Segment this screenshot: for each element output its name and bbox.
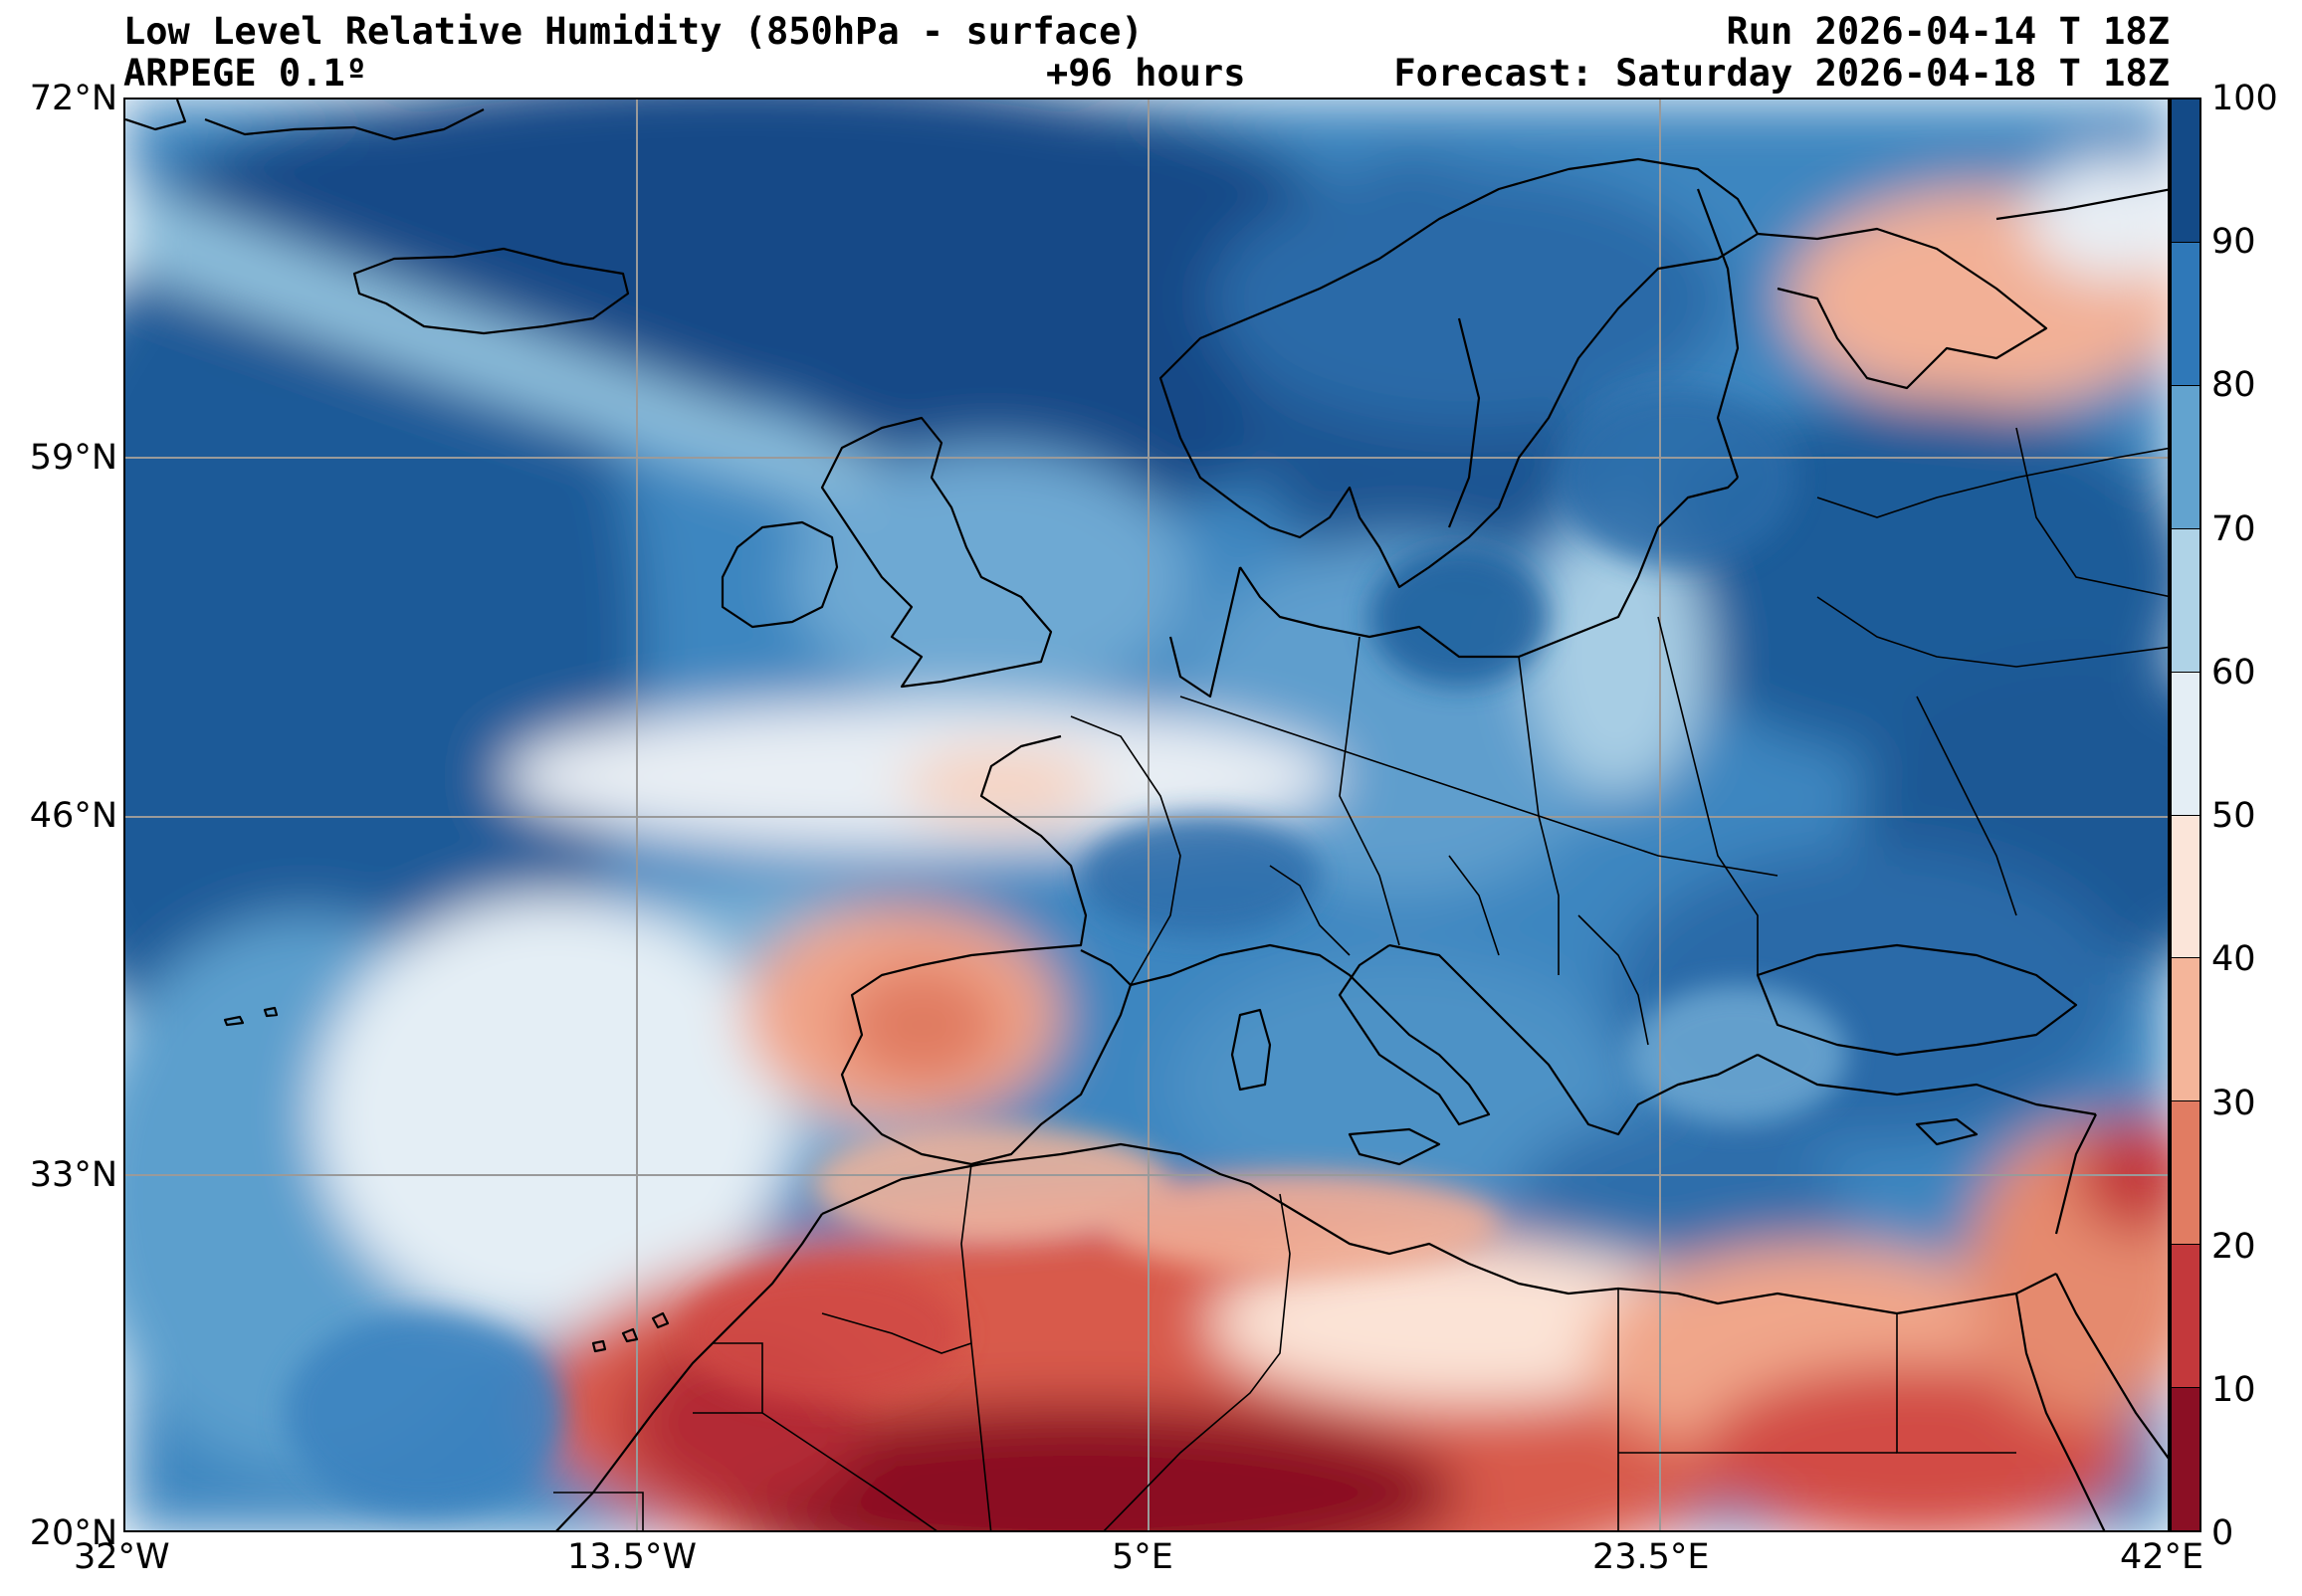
kola-coast [1757, 227, 2048, 390]
graticule [125, 100, 2168, 1530]
chart-title: Low Level Relative Humidity (850hPa - su… [123, 10, 1144, 53]
balkans-coast [1388, 943, 1759, 1136]
colorbar-segment [2172, 814, 2199, 958]
colorbar-segment [2172, 671, 2199, 815]
colorbar-segment [2172, 1244, 2199, 1388]
cyprus-outline [1915, 1117, 1979, 1146]
sicily-outline [1348, 1127, 1441, 1166]
colorbar-tick-label: 40 [2211, 939, 2256, 979]
italy-outline [1130, 943, 1491, 1126]
humidity-map [123, 98, 2170, 1532]
colorbar-tick-label: 70 [2211, 509, 2256, 549]
lon-label: 13.5°W [567, 1537, 698, 1577]
lat-label: 33°N [29, 1155, 117, 1195]
model-label: ARPEGE 0.1º [123, 52, 368, 95]
humidity-field [125, 100, 2168, 1530]
lat-label: 46°N [29, 796, 117, 836]
lon-label: 32°W [74, 1537, 170, 1577]
colorbar-tick-label: 10 [2211, 1370, 2256, 1410]
colorbar-segment [2172, 1387, 2199, 1531]
greenland-outline [125, 100, 187, 131]
scandinavia-outline [1158, 157, 1760, 589]
colorbar-tick-label: 50 [2211, 796, 2256, 836]
lead-time-label: +96 hours [1046, 52, 1246, 95]
iceland-outline [352, 247, 630, 335]
colorbar-segment [2172, 100, 2199, 242]
colorbar-tick-label: 90 [2211, 222, 2256, 262]
country-borders [553, 427, 2168, 1530]
red-sea-coast [2055, 1273, 2168, 1460]
france-coast [921, 734, 1088, 967]
coastlines [125, 100, 2168, 1530]
ireland-outline [721, 520, 839, 629]
humidity-field-detail [285, 388, 1847, 1512]
colorbar-tick-label: 30 [2211, 1084, 2256, 1123]
colorbar [2170, 98, 2201, 1532]
lon-label: 23.5°E [1592, 1537, 1710, 1577]
colorbar-segment [2172, 1100, 2199, 1245]
lon-label: 42°E [2120, 1537, 2204, 1577]
lat-label: 72°N [29, 79, 117, 118]
north-africa-coast [821, 1142, 2057, 1315]
great-britain-outline [820, 416, 1053, 689]
lat-label: 20°N [29, 1513, 117, 1553]
colorbar-tick-label: 80 [2211, 365, 2256, 405]
colorbar-tick-label: 0 [2211, 1513, 2234, 1553]
colorbar-tick-label: 100 [2211, 79, 2278, 118]
colorbar-tick-label: 60 [2211, 653, 2256, 693]
black-sea-outline [1756, 943, 2078, 1057]
colorbar-segment [2172, 384, 2199, 528]
run-label: Run 2026-04-14 T 18Z [1726, 10, 2170, 53]
lat-label: 59°N [29, 438, 117, 478]
lon-label: 5°E [1112, 1537, 1173, 1577]
sardinia-outline [1230, 1008, 1272, 1092]
forecast-label: Forecast: Saturday 2026-04-18 T 18Z [1393, 52, 2170, 95]
colorbar-segment [2172, 241, 2199, 385]
colorbar-segment [2172, 527, 2199, 672]
morocco-coast [555, 1213, 823, 1530]
colorbar-tick-label: 20 [2211, 1227, 2256, 1267]
colorbar-segment [2172, 957, 2199, 1101]
